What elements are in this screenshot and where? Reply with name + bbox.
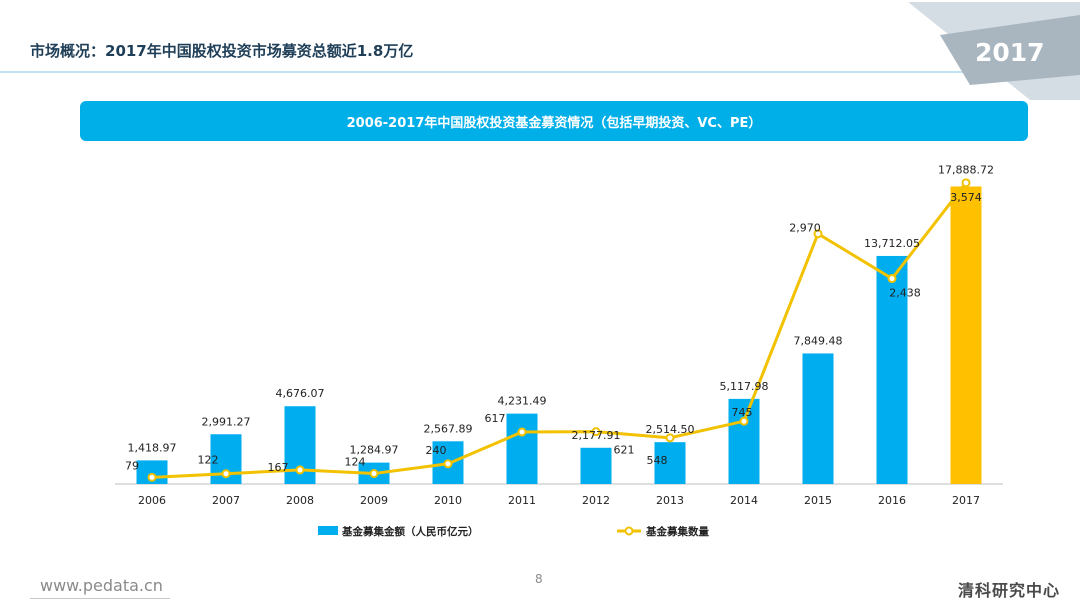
line-value-label: 617 [485,412,506,425]
line-point-2010 [443,459,453,469]
bar-value-label: 4,231.49 [498,395,547,408]
line-point-2011 [517,427,527,437]
x-tick-label: 2016 [878,494,906,507]
bar-2013 [654,442,686,484]
bar-2015 [802,353,834,484]
page-number: 8 [535,572,543,586]
x-tick-label: 2013 [656,494,684,507]
year-badge: 2017 [975,38,1045,67]
bar-2011 [506,413,538,484]
legend-swatch-amount [318,526,338,535]
bar-value-label: 17,888.72 [938,163,994,176]
page-title: 市场概况：2017年中国股权投资市场募资总额近1.8万亿 [30,42,414,60]
footer-divider [30,598,170,599]
x-tick-label: 2006 [138,494,166,507]
line-value-label: 79 [125,459,139,472]
bar-value-label: 2,177.91 [572,429,621,442]
line-value-label: 122 [198,454,219,467]
line-point-2015 [813,229,823,239]
line-value-label: 3,574 [950,191,982,204]
bar-value-label: 13,712.05 [864,237,920,250]
line-value-label: 2,438 [889,287,921,300]
x-tick-label: 2012 [582,494,610,507]
bar-2017 [950,186,982,484]
line-point-2012 [591,427,601,437]
line-value-label: 621 [614,444,635,457]
line-point-2016 [887,274,897,284]
chart-title: 2006-2017年中国股权投资基金募资情况（包括早期投资、VC、PE） [346,115,762,131]
x-tick-label: 2008 [286,494,314,507]
bar-value-label: 2,514.50 [646,423,695,436]
line-series-count [151,181,968,479]
bar-value-label: 5,117.98 [720,380,769,393]
x-tick-label: 2007 [212,494,240,507]
x-tick-label: 2010 [434,494,462,507]
brand-logo: 清科研究中心 [958,581,1061,600]
line-point-2006 [147,472,157,482]
legend-label-amount: 基金募集金额（人民币亿元） [341,525,479,538]
bar-2016 [876,255,908,484]
line-point-2009 [369,469,379,479]
line-value-label: 745 [732,406,753,419]
x-tick-label: 2009 [360,494,388,507]
legend-label-count: 基金募集数量 [645,525,709,538]
line-point-2014 [739,416,749,426]
bar-2014 [728,398,760,484]
legend-marker-count [624,526,634,536]
line-point-2008 [295,465,305,475]
line-value-label: 548 [647,454,668,467]
title-divider [0,71,1080,73]
corner-decoration [908,2,1080,100]
bar-value-label: 1,284.97 [350,444,399,457]
line-point-2017 [961,178,971,188]
chart-title-banner: 2006-2017年中国股权投资基金募资情况（包括早期投资、VC、PE） [80,101,1028,141]
x-tick-label: 2017 [952,494,980,507]
footer-url[interactable]: www.pedata.cn [40,576,163,595]
bar-value-label: 7,849.48 [794,334,843,347]
x-tick-label: 2011 [508,494,536,507]
bar-value-label: 2,567.89 [424,422,473,435]
line-value-label: 124 [345,456,366,469]
bar-value-label: 4,676.07 [276,387,325,400]
x-tick-label: 2014 [730,494,758,507]
bar-2012 [580,447,612,484]
bar-value-label: 1,418.97 [128,441,177,454]
line-value-label: 2,970 [789,222,821,235]
line-value-label: 167 [268,461,289,474]
x-tick-label: 2015 [804,494,832,507]
line-point-2007 [221,469,231,479]
bar-value-label: 2,991.27 [202,415,251,428]
line-value-label: 240 [426,444,447,457]
line-point-2013 [665,433,675,443]
